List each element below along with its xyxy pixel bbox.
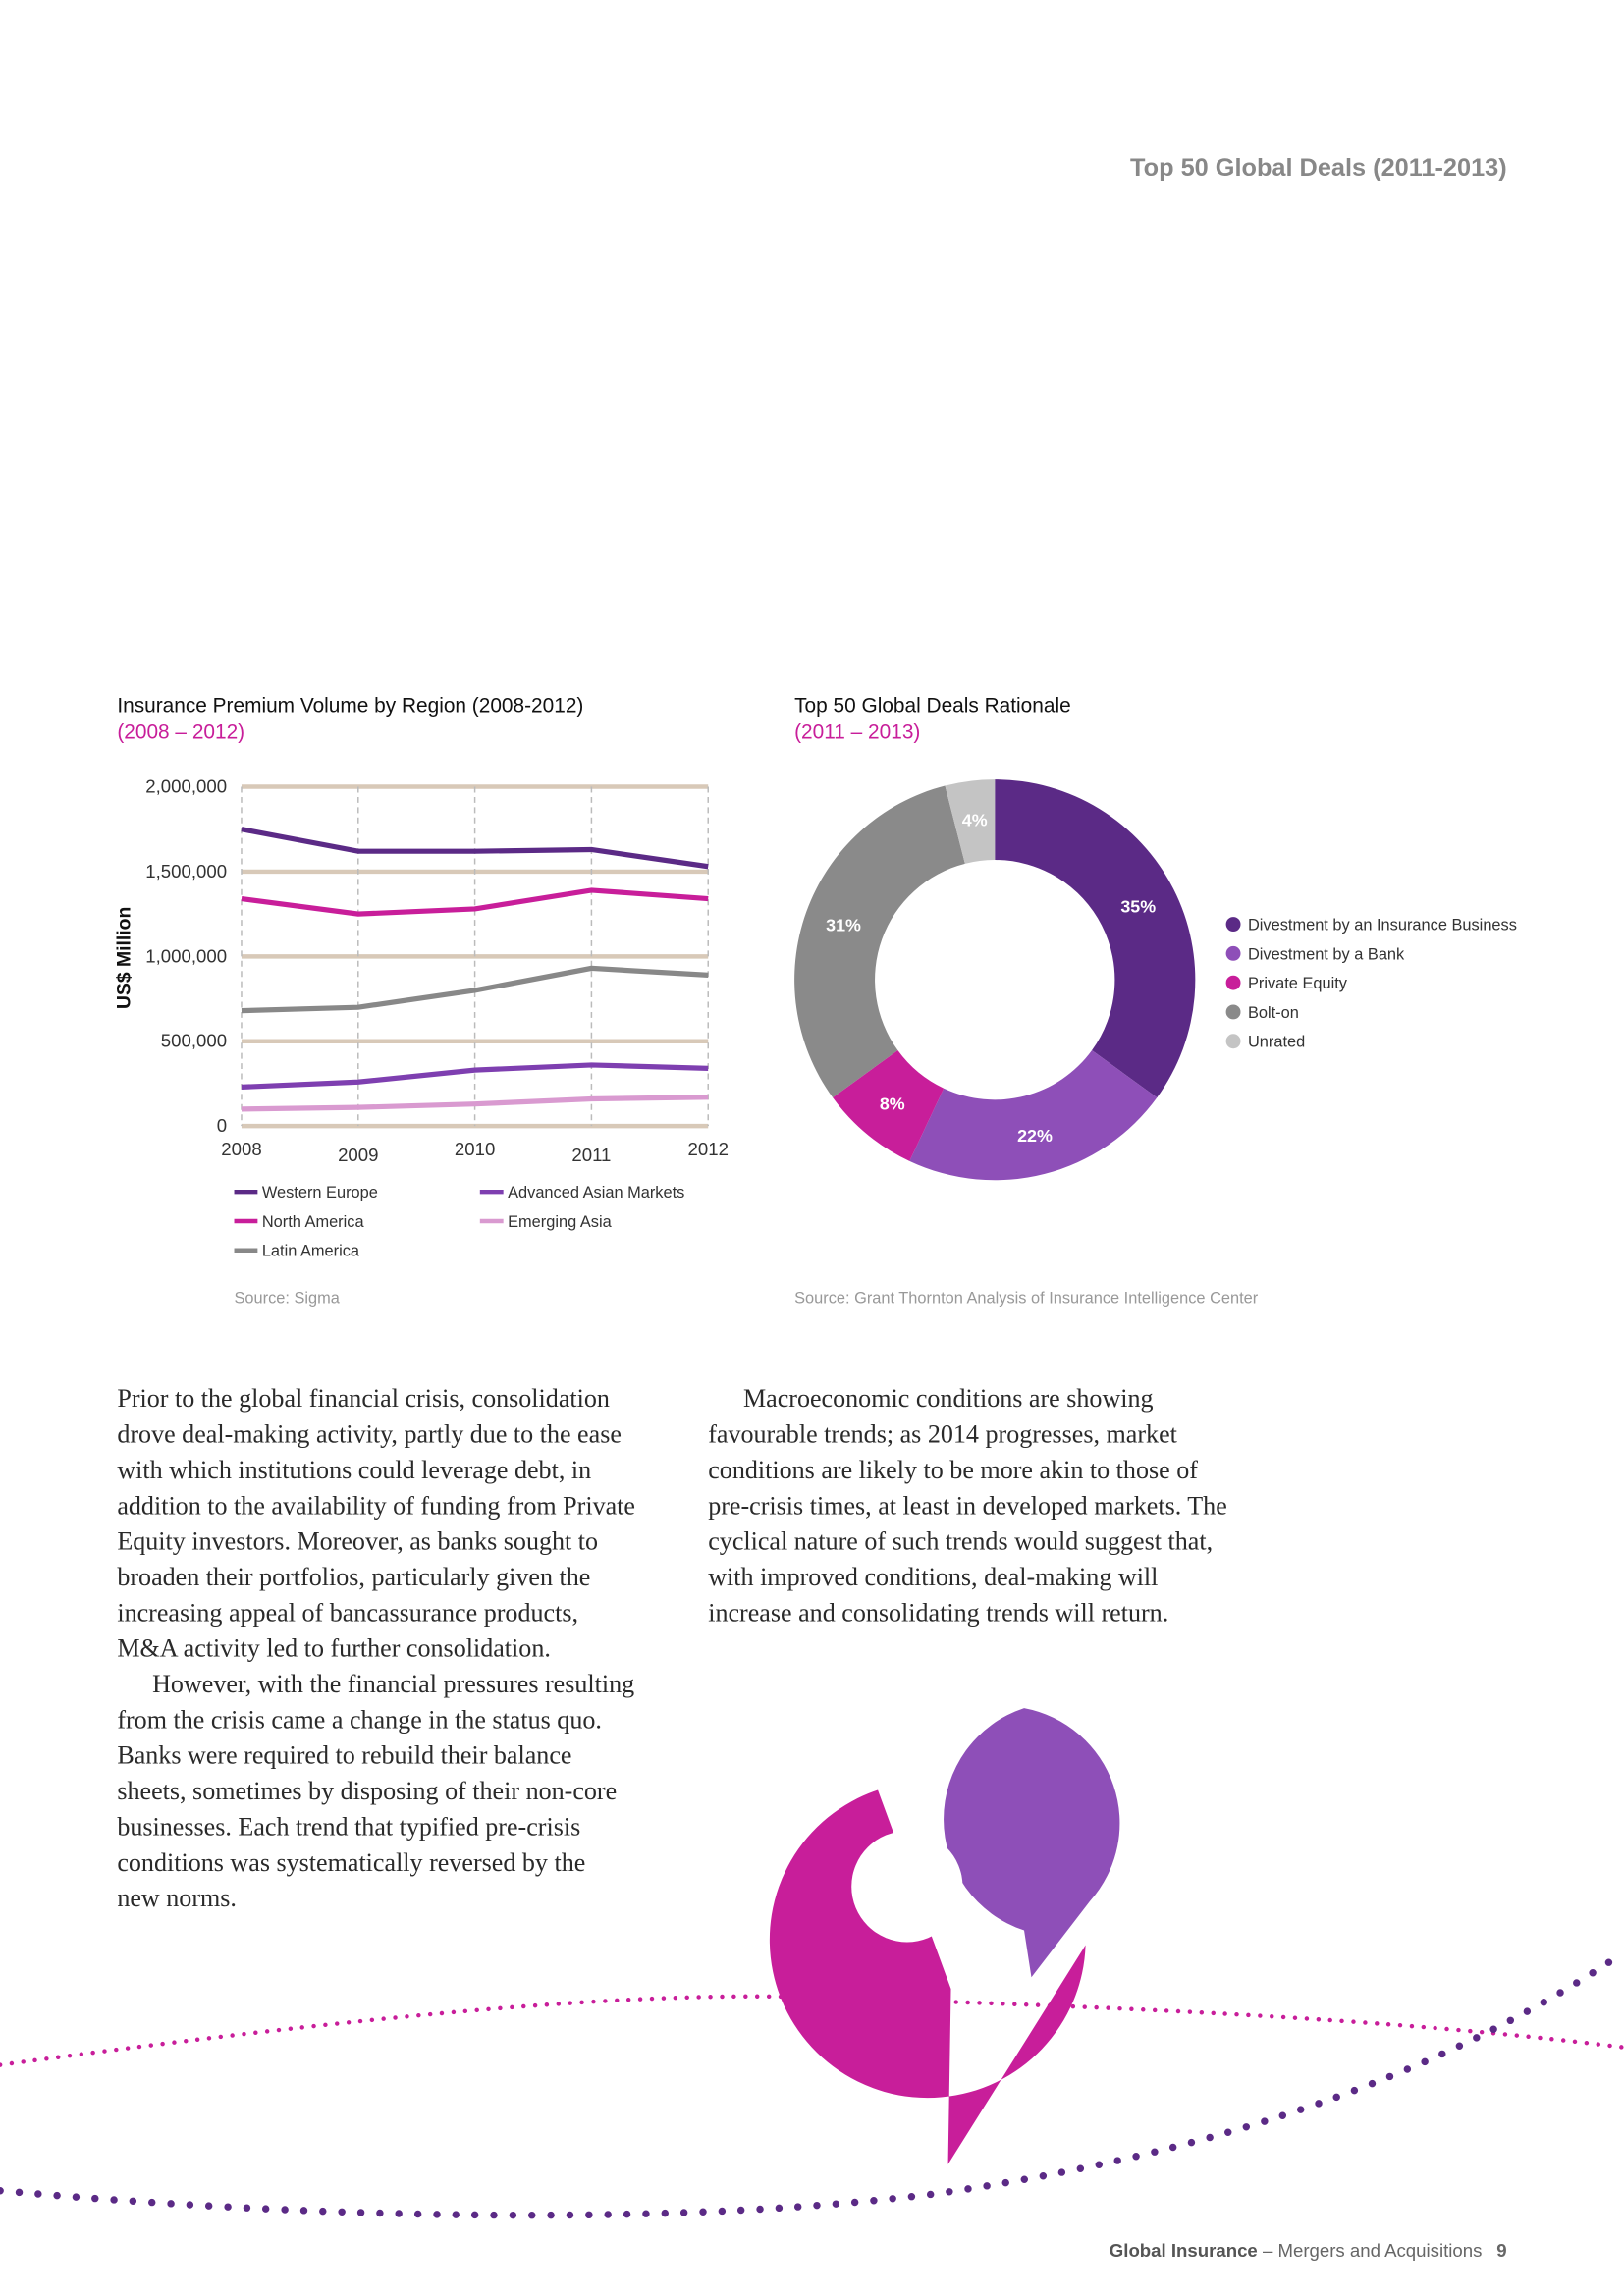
donut-slice [945, 779, 996, 864]
speech-bubbles [769, 1708, 1120, 2164]
x-tick-label: 2010 [455, 1139, 495, 1159]
legend-label: Divestment by a Bank [1248, 945, 1405, 963]
body-text: businesses. Each trend that typified pre… [117, 1812, 580, 1841]
series-line [241, 827, 709, 870]
legend-swatch [1225, 945, 1241, 961]
page-number: 9 [1496, 2240, 1506, 2261]
y-tick-label: 1,500,000 [145, 861, 227, 881]
y-tick-label: 1,000,000 [145, 945, 227, 966]
donut-slice [833, 1049, 945, 1161]
legend-label: Latin America [262, 1243, 360, 1260]
body-text: Prior to the global financial crisis, co… [117, 1384, 610, 1413]
data-label: 22% [1017, 1126, 1053, 1146]
body-text: M&A activity led to further consolidatio… [117, 1634, 551, 1663]
body-text: Macroeconomic conditions are showing [743, 1384, 1154, 1413]
source: Source: Grant Thornton Analysis of Insur… [794, 1289, 1259, 1307]
body-text: Banks were required to rebuild their bal… [117, 1741, 571, 1770]
legend-swatch [1225, 1034, 1241, 1049]
decoration [0, 1949, 1624, 2219]
chart-title: Top 50 Global Deals Rationale [794, 695, 1071, 718]
legend-label: Emerging Asia [508, 1213, 612, 1231]
body-text: Equity investors. Moreover, as banks sou… [117, 1527, 598, 1556]
body-text: drove deal-making activity, partly due t… [117, 1420, 622, 1449]
body-text: pre-crisis times, at least in developed … [708, 1491, 1227, 1520]
chart-subtitle: (2008 – 2012) [117, 721, 244, 743]
legend-label: Advanced Asian Markets [508, 1184, 684, 1201]
x-tick-label: 2012 [688, 1139, 729, 1159]
data-label: 4% [962, 811, 988, 830]
data-label: 31% [826, 916, 861, 935]
legend-swatch [1225, 1004, 1241, 1020]
legend-label: Divestment by an Insurance Business [1248, 917, 1517, 934]
legend-label: North America [262, 1213, 365, 1231]
series-line [241, 1095, 709, 1112]
series-line [241, 965, 709, 1014]
body-text: with improved conditions, deal-making wi… [708, 1563, 1158, 1591]
body-text: with which institutions could leverage d… [117, 1456, 591, 1484]
body-text: increase and consolidating trends will r… [708, 1598, 1168, 1627]
legend-swatch [1225, 975, 1241, 990]
series-line [241, 1062, 709, 1091]
series-line [241, 887, 709, 917]
footer-section: – Mergers and Acquisitions [1258, 2240, 1483, 2261]
data-label: 8% [880, 1094, 905, 1113]
body-text: from the crisis came a change in the sta… [117, 1705, 602, 1734]
body-text: sheets, sometimes by disposing of their … [117, 1777, 617, 1805]
legend-label: Bolt-on [1248, 1004, 1299, 1022]
body-text: conditions are likely to be more akin to… [708, 1456, 1198, 1484]
bubble [944, 1708, 1120, 1978]
chart-subtitle: (2011 – 2013) [794, 721, 920, 743]
y-tick-label: 500,000 [161, 1031, 227, 1051]
body-text: increasing appeal of bancassurance produ… [117, 1598, 578, 1627]
body-text: favourable trends; as 2014 progresses, m… [708, 1420, 1177, 1449]
donut-slice [794, 785, 965, 1098]
footer-publication: Global Insurance [1110, 2240, 1258, 2261]
body-text: addition to the availability of funding … [117, 1491, 635, 1520]
y-axis-label: US$ Million [114, 907, 135, 1009]
data-label: 35% [1120, 897, 1156, 917]
donut-slice [995, 779, 1196, 1098]
bubble-hole [851, 1831, 963, 1943]
body-text: cyclical nature of such trends would sug… [708, 1527, 1213, 1556]
body-text: broaden their portfolios, particularly g… [117, 1563, 590, 1591]
header-title: Top 50 Global Deals (2011-2013) [1130, 154, 1507, 182]
legend-label: Western Europe [262, 1184, 378, 1201]
source: Source: Sigma [235, 1289, 341, 1307]
x-tick-label: 2011 [571, 1145, 611, 1165]
dotted-curve [0, 1949, 1624, 2219]
chart-title: Insurance Premium Volume by Region (2008… [117, 695, 583, 718]
body-text: new norms. [117, 1884, 237, 1912]
y-tick-label: 2,000,000 [145, 775, 227, 796]
legend-swatch [1225, 917, 1241, 933]
legend-label: Private Equity [1248, 975, 1348, 992]
body-text: conditions was systematically reversed b… [117, 1848, 585, 1877]
legend-label: Unrated [1248, 1034, 1305, 1051]
bubble [769, 1789, 1086, 2164]
footer: Global Insurance – Mergers and Acquisiti… [1110, 2240, 1507, 2261]
body-text: However, with the financial pressures re… [152, 1670, 634, 1698]
donut-slice [909, 1049, 1158, 1181]
x-tick-label: 2008 [221, 1139, 261, 1159]
y-tick-label: 0 [217, 1115, 227, 1136]
x-tick-label: 2009 [338, 1145, 378, 1165]
